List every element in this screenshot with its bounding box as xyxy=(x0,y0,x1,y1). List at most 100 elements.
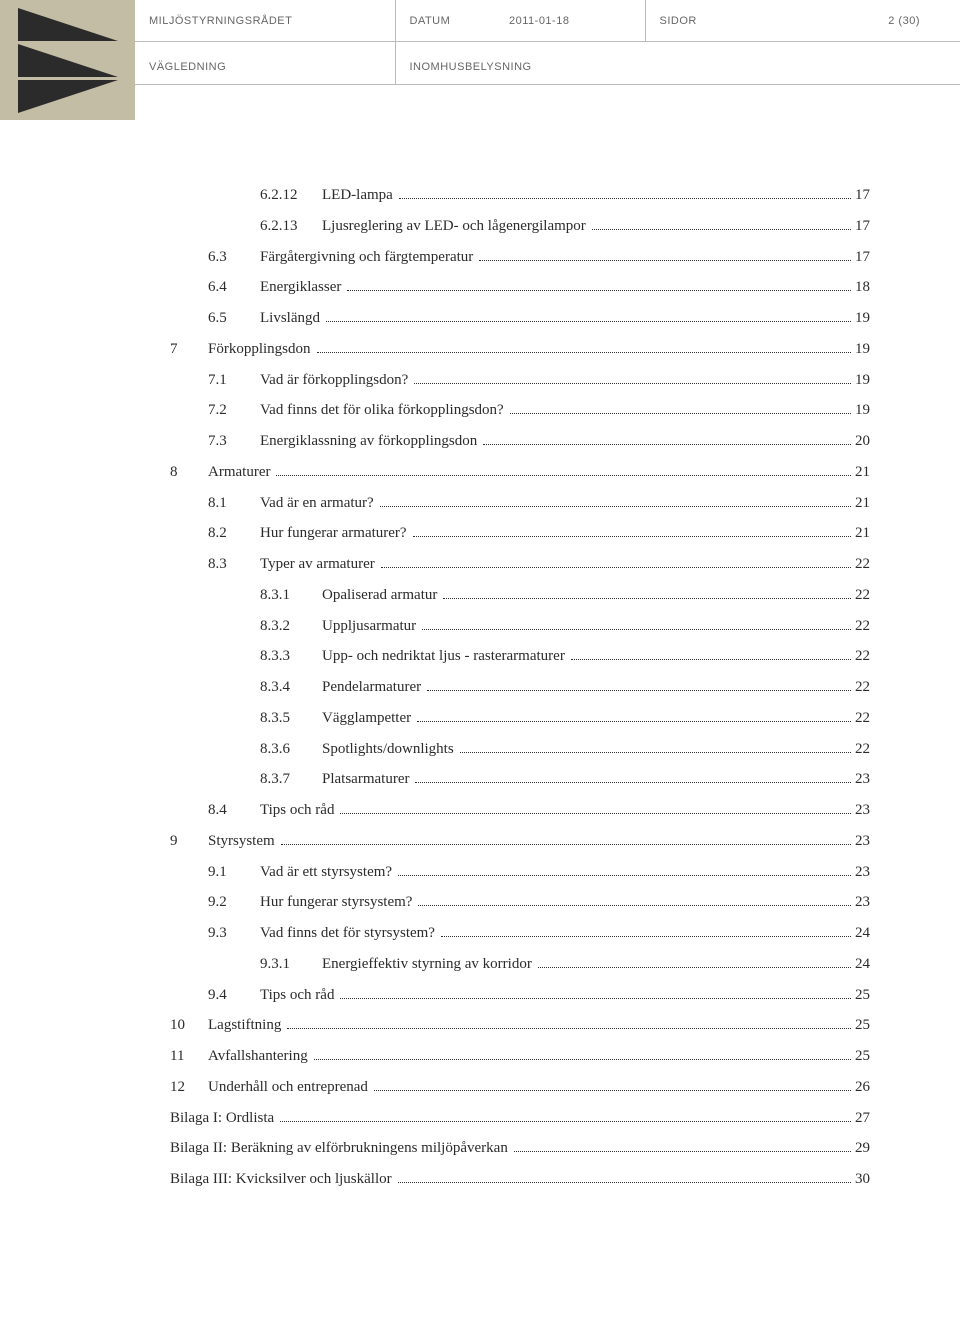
toc-entry: 8Armaturer21 xyxy=(170,457,870,488)
toc-title: Upp- och nedriktat ljus - rasterarmature… xyxy=(322,641,569,672)
toc-entry: 8.2Hur fungerar armaturer?21 xyxy=(170,518,870,549)
toc-entry: 6.2.12LED-lampa17 xyxy=(170,180,870,211)
toc-number: 8.3.6 xyxy=(260,734,322,765)
toc-page-number: 18 xyxy=(853,272,870,303)
toc-number: 8.4 xyxy=(208,795,260,826)
toc-leader-dots xyxy=(398,1182,851,1183)
toc-title: Energiklassning av förkopplingsdon xyxy=(260,426,481,457)
toc-title: Vad är förkopplingsdon? xyxy=(260,365,412,396)
toc-entry: 8.3.7Platsarmaturer23 xyxy=(170,764,870,795)
toc-leader-dots xyxy=(483,444,851,445)
toc-leader-dots xyxy=(479,260,851,261)
toc-entry: 9Styrsystem23 xyxy=(170,826,870,857)
toc-title: Vad finns det för olika förkopplingsdon? xyxy=(260,395,508,426)
toc-leader-dots xyxy=(281,844,851,845)
toc-number: 7.3 xyxy=(208,426,260,457)
toc-entry: 8.1Vad är en armatur? 21 xyxy=(170,488,870,519)
toc-leader-dots xyxy=(443,598,851,599)
toc-title: Lagstiftning xyxy=(208,1010,285,1041)
toc-page-number: 25 xyxy=(853,980,870,1011)
toc-entry: 9.3.1Energieffektiv styrning av korridor… xyxy=(170,949,870,980)
toc-page-number: 19 xyxy=(853,365,870,396)
logo-block xyxy=(0,0,135,120)
toc-page-number: 19 xyxy=(853,395,870,426)
toc-number: 9.2 xyxy=(208,887,260,918)
toc-number: 9.1 xyxy=(208,857,260,888)
toc-entry: 7.1Vad är förkopplingsdon? 19 xyxy=(170,365,870,396)
toc-leader-dots xyxy=(340,998,851,999)
toc-title: Armaturer xyxy=(208,457,274,488)
toc-number: 6.4 xyxy=(208,272,260,303)
toc-number: 7 xyxy=(170,334,208,365)
toc-title: Hur fungerar armaturer? xyxy=(260,518,411,549)
toc-number: 8.3.1 xyxy=(260,580,322,611)
doc-type: VÄGLEDNING xyxy=(135,42,395,85)
toc-leader-dots xyxy=(514,1151,851,1152)
toc-number: 11 xyxy=(170,1041,208,1072)
toc-leader-dots xyxy=(417,721,851,722)
toc-title: Bilaga I: Ordlista xyxy=(170,1103,278,1134)
toc-leader-dots xyxy=(441,936,851,937)
toc-number: 8.3.7 xyxy=(260,764,322,795)
toc-page-number: 22 xyxy=(853,734,870,765)
toc-leader-dots xyxy=(418,905,851,906)
toc-leader-dots xyxy=(280,1121,851,1122)
toc-entry: 9.3Vad finns det för styrsystem?24 xyxy=(170,918,870,949)
toc-leader-dots xyxy=(592,229,851,230)
toc-entry: 8.3.1Opaliserad armatur22 xyxy=(170,580,870,611)
toc-entry: 9.2Hur fungerar styrsystem?23 xyxy=(170,887,870,918)
toc-page-number: 17 xyxy=(853,211,870,242)
pages-value: 2 (30) xyxy=(735,0,960,42)
toc-page-number: 22 xyxy=(853,611,870,642)
toc-page-number: 22 xyxy=(853,580,870,611)
toc-page-number: 17 xyxy=(853,180,870,211)
toc-page-number: 21 xyxy=(853,488,870,519)
toc-title: Bilaga III: Kvicksilver och ljuskällor xyxy=(170,1164,396,1195)
toc-leader-dots xyxy=(415,782,851,783)
toc-leader-dots xyxy=(571,659,851,660)
toc-leader-dots xyxy=(276,475,851,476)
toc-number: 12 xyxy=(170,1072,208,1103)
page-header: MILJÖSTYRNINGSRÅDET DATUM 2011-01-18 SID… xyxy=(0,0,960,120)
toc-title: Tips och råd xyxy=(260,980,338,1011)
toc-entry: 8.3.4Pendelarmaturer22 xyxy=(170,672,870,703)
toc-entry: 8.3.5Vägglampetter22 xyxy=(170,703,870,734)
toc-title: Tips och råd xyxy=(260,795,338,826)
toc-leader-dots xyxy=(347,290,851,291)
arrow-logo-icon xyxy=(18,8,118,113)
toc-leader-dots xyxy=(317,352,851,353)
toc-title: Förkopplingsdon xyxy=(208,334,315,365)
toc-entry: 6.3Färgåtergivning och färgtemperatur17 xyxy=(170,242,870,273)
toc-entry: 9.4Tips och råd25 xyxy=(170,980,870,1011)
toc-page-number: 30 xyxy=(853,1164,870,1195)
toc-leader-dots xyxy=(413,536,851,537)
toc-title: Färgåtergivning och färgtemperatur xyxy=(260,242,477,273)
toc-entry: 11Avfallshantering25 xyxy=(170,1041,870,1072)
toc-number: 8.3.2 xyxy=(260,611,322,642)
document-page: MILJÖSTYRNINGSRÅDET DATUM 2011-01-18 SID… xyxy=(0,0,960,1235)
toc-title: Vad är en armatur? xyxy=(260,488,378,519)
toc-title: Avfallshantering xyxy=(208,1041,312,1072)
toc-title: Vad finns det för styrsystem? xyxy=(260,918,439,949)
toc-page-number: 24 xyxy=(853,918,870,949)
toc-title: Typer av armaturer xyxy=(260,549,379,580)
toc-title: LED-lampa xyxy=(322,180,397,211)
toc-entry: 10Lagstiftning25 xyxy=(170,1010,870,1041)
toc-page-number: 25 xyxy=(853,1010,870,1041)
toc-page-number: 23 xyxy=(853,857,870,888)
org-name: MILJÖSTYRNINGSRÅDET xyxy=(135,0,395,42)
toc-page-number: 22 xyxy=(853,672,870,703)
date-value: 2011-01-18 xyxy=(495,0,645,42)
toc-title: Spotlights/downlights xyxy=(322,734,458,765)
toc-number: 7.1 xyxy=(208,365,260,396)
toc-leader-dots xyxy=(510,413,851,414)
toc-number: 9 xyxy=(170,826,208,857)
toc-entry: 9.1Vad är ett styrsystem?23 xyxy=(170,857,870,888)
toc-page-number: 26 xyxy=(853,1072,870,1103)
toc-page-number: 22 xyxy=(853,641,870,672)
pages-label: SIDOR xyxy=(645,0,735,42)
toc-title: Ljusreglering av LED- och lågenergilampo… xyxy=(322,211,590,242)
toc-number: 8.1 xyxy=(208,488,260,519)
toc-title: Pendelarmaturer xyxy=(322,672,425,703)
toc-page-number: 17 xyxy=(853,242,870,273)
